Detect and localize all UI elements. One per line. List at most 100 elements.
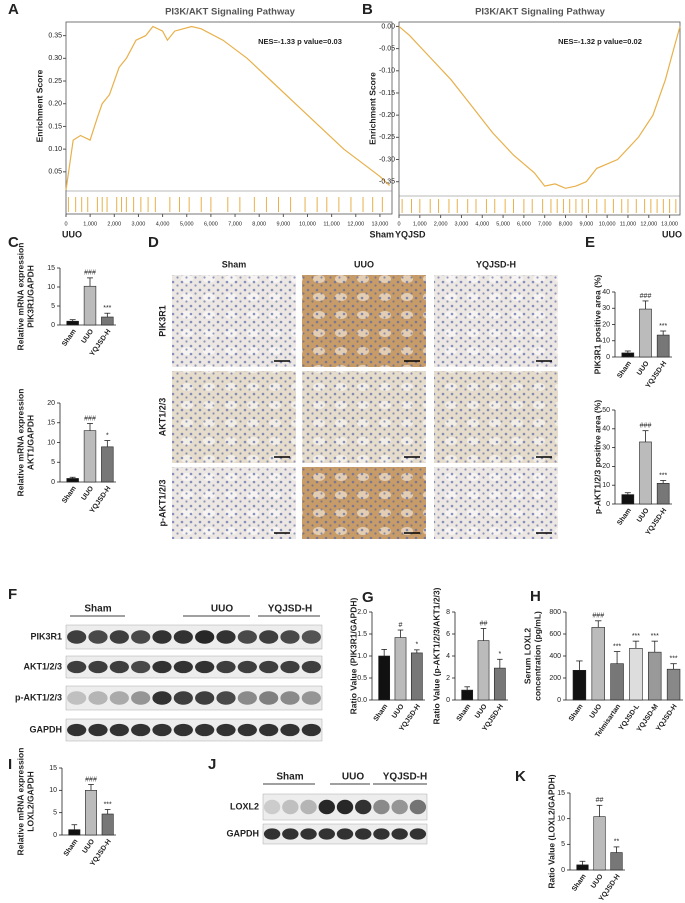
tissue-nuclei xyxy=(172,275,296,367)
y-axis-label: concentration (pg/mL) xyxy=(532,611,542,701)
band xyxy=(152,691,172,705)
group-label: UUO xyxy=(342,772,364,783)
band xyxy=(318,799,335,815)
bar xyxy=(101,446,114,483)
x-tick-label: Sham xyxy=(571,873,588,893)
column-header: Sham xyxy=(222,259,247,269)
row-label: p-AKT1/2/3 xyxy=(157,479,167,526)
x-tick-label: 3,000 xyxy=(455,221,469,227)
x-tick-label: 3,000 xyxy=(132,221,146,227)
panel-letter: K xyxy=(515,768,526,785)
y-tick-label: -0.25 xyxy=(379,134,395,141)
y-tick-label: 50 xyxy=(602,407,610,414)
y-axis-label: PIK3R1/GAPDH xyxy=(25,265,35,328)
bar xyxy=(68,829,81,836)
y-tick-label: 20 xyxy=(47,400,55,407)
y-tick-label: 5 xyxy=(561,841,565,848)
tissue-nuclei xyxy=(302,275,426,367)
band xyxy=(301,630,321,644)
band xyxy=(195,660,215,674)
significance: # xyxy=(399,622,403,629)
band xyxy=(173,660,193,674)
x-tick-label: 7,000 xyxy=(228,221,242,227)
significance: ## xyxy=(480,620,488,627)
x-tick-label: UUO xyxy=(636,507,651,524)
x-tick-label: Sham xyxy=(568,703,585,723)
bar xyxy=(639,441,652,505)
band xyxy=(237,723,257,737)
significance: *** xyxy=(103,305,111,312)
y-tick-label: 10 xyxy=(557,816,565,823)
x-tick-label: 6,000 xyxy=(204,221,218,227)
bar xyxy=(394,637,407,701)
significance: ### xyxy=(84,270,96,277)
band xyxy=(67,723,87,737)
y-axis-label: Serum LOXL2 xyxy=(522,628,532,684)
band xyxy=(409,799,427,815)
band xyxy=(109,630,129,644)
y-axis-label: PIK3R1 positive area (%) xyxy=(592,274,602,374)
group-label: YQJSD-H xyxy=(383,772,427,783)
bar xyxy=(101,813,114,836)
column-header: YQJSD-H xyxy=(476,259,516,269)
band xyxy=(152,723,172,737)
column-header: UUO xyxy=(354,259,374,269)
y-tick-label: 0 xyxy=(557,697,561,704)
tissue-nuclei xyxy=(172,371,296,463)
x-tick-label: 9,000 xyxy=(579,221,593,227)
band xyxy=(216,660,236,674)
x-tick-label: 4,000 xyxy=(156,221,170,227)
significance: ### xyxy=(85,776,97,783)
y-tick-label: 30 xyxy=(602,305,610,312)
bar xyxy=(85,790,97,836)
x-tick-label: 13,000 xyxy=(372,221,389,227)
band xyxy=(301,691,321,705)
x-tick-label: UUO xyxy=(391,703,406,720)
x-tick-label: 7,000 xyxy=(538,221,552,227)
x-tick-label: UUO xyxy=(81,838,96,855)
end-label: Sham xyxy=(369,229,394,239)
row-label: GAPDH xyxy=(226,828,259,838)
x-tick-label: 9,000 xyxy=(276,221,290,227)
band xyxy=(409,828,427,840)
x-tick-label: 10,000 xyxy=(599,221,616,227)
band xyxy=(259,691,279,705)
tissue-nuclei xyxy=(302,467,426,539)
x-tick-label: UUO xyxy=(636,360,651,377)
start-label: UUO xyxy=(62,229,82,239)
y-tick-label: 1.5 xyxy=(357,631,367,638)
band xyxy=(300,828,317,840)
bar xyxy=(666,668,681,701)
band xyxy=(195,723,215,737)
band xyxy=(336,828,354,840)
band xyxy=(301,723,321,737)
band xyxy=(173,723,193,737)
y-tick-label: -0.05 xyxy=(379,45,395,52)
bar xyxy=(83,430,97,483)
bar xyxy=(576,864,589,871)
band xyxy=(88,723,108,737)
bar xyxy=(591,627,605,701)
row-label: AKT1/2/3 xyxy=(23,661,62,671)
y-tick-label: 0.05 xyxy=(48,169,62,176)
significance: ### xyxy=(640,423,652,430)
y-tick-label: -0.10 xyxy=(379,68,395,75)
band xyxy=(88,691,108,705)
band xyxy=(263,799,281,815)
band xyxy=(259,660,279,674)
band xyxy=(300,799,317,815)
end-label: UUO xyxy=(662,229,682,239)
significance: *** xyxy=(613,643,621,650)
band xyxy=(67,630,87,644)
x-tick-label: 10,000 xyxy=(299,221,316,227)
band xyxy=(67,660,87,674)
y-tick-label: 2 xyxy=(446,675,450,682)
bar xyxy=(477,640,490,701)
y-axis-label: LOXL2/GAPDH xyxy=(25,771,35,831)
x-tick-label: Sham xyxy=(616,507,633,527)
tissue-nuclei xyxy=(172,467,296,539)
panel-letter: H xyxy=(530,588,541,605)
bar xyxy=(410,652,423,701)
band xyxy=(237,630,257,644)
band xyxy=(373,799,390,815)
